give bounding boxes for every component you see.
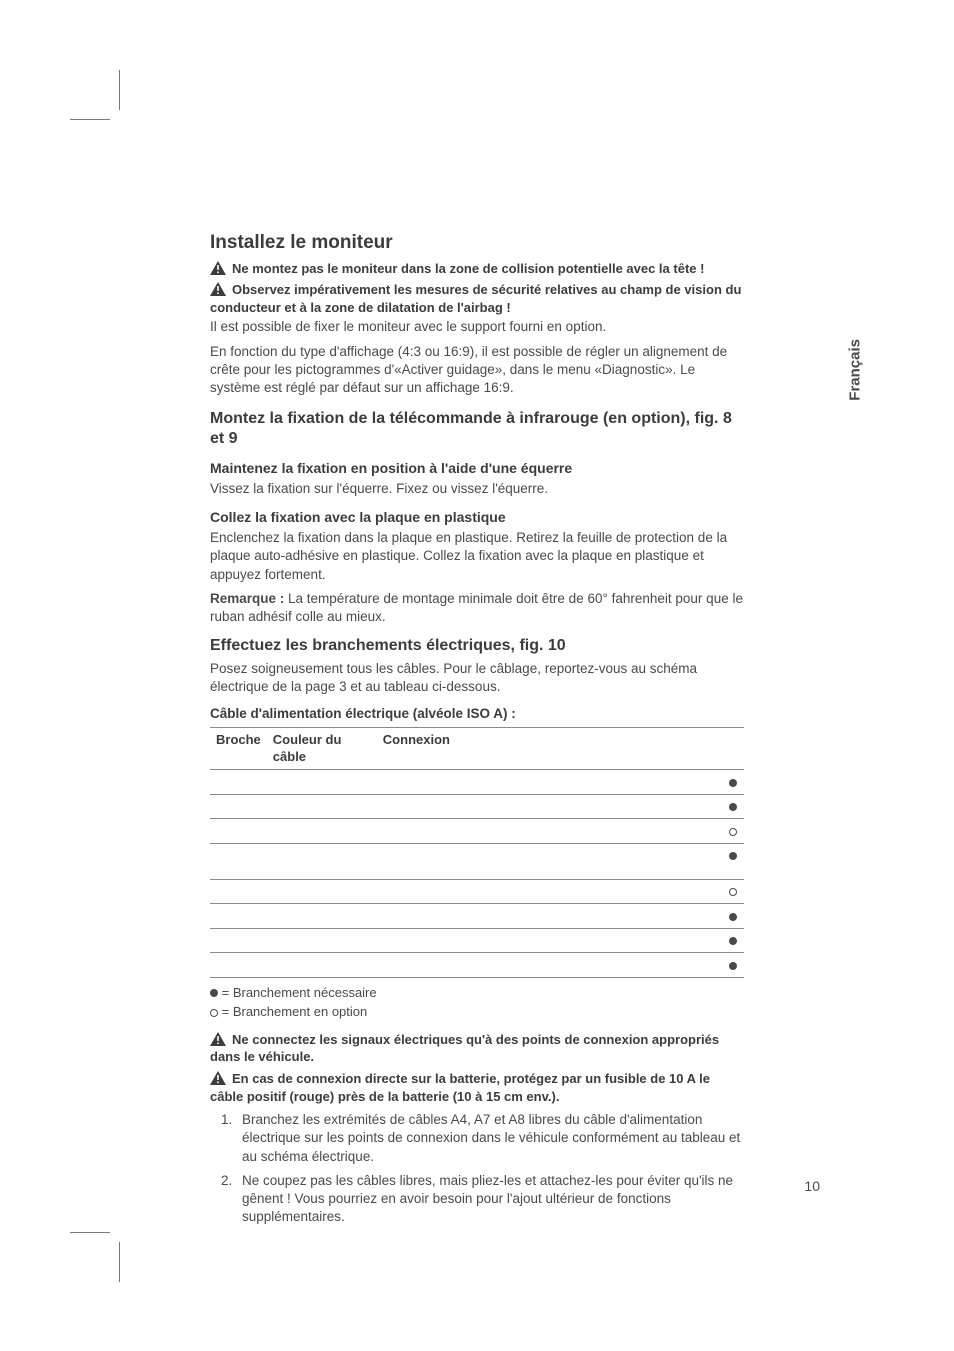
heading-install-monitor: Installez le moniteur bbox=[210, 230, 744, 256]
cable-table: Broche Couleur du câble Connexion bbox=[210, 727, 744, 978]
language-tab: Français bbox=[847, 339, 864, 401]
table-cell bbox=[210, 928, 267, 953]
table-cell bbox=[267, 819, 377, 844]
warning-icon bbox=[210, 1032, 226, 1046]
warning-text: En cas de connexion directe sur la batte… bbox=[210, 1071, 710, 1104]
page-number: 10 bbox=[804, 1178, 820, 1194]
step-item: Branchez les extrémités de câbles A4, A7… bbox=[236, 1111, 744, 1166]
table-row bbox=[210, 770, 744, 795]
table-cell bbox=[377, 794, 722, 819]
table-row bbox=[210, 843, 744, 879]
subheading-equerre: Maintenez la fixation en position à l'ai… bbox=[210, 459, 744, 478]
solid-dot-icon bbox=[729, 913, 737, 921]
table-header-row: Broche Couleur du câble Connexion bbox=[210, 727, 744, 769]
table-cell bbox=[377, 819, 722, 844]
warning-text: Ne connectez les signaux électriques qu'… bbox=[210, 1032, 719, 1065]
warning-text: Observez impérativement les mesures de s… bbox=[210, 282, 741, 315]
table-row bbox=[210, 953, 744, 978]
table-row bbox=[210, 904, 744, 929]
table-cell-mark bbox=[722, 953, 744, 978]
warning-text: Ne montez pas le moniteur dans la zone d… bbox=[232, 261, 704, 276]
legend-required: = Branchement nécessaire bbox=[210, 984, 744, 1002]
legend-optional: = Branchement en option bbox=[210, 1003, 744, 1021]
subheading-plaque: Collez la fixation avec la plaque en pla… bbox=[210, 508, 744, 527]
warning-icon bbox=[210, 282, 226, 296]
col-pin: Broche bbox=[210, 727, 267, 769]
note-text: La température de montage minimale doit … bbox=[210, 591, 743, 624]
table-cell bbox=[210, 770, 267, 795]
warning-airbag: Observez impérativement les mesures de s… bbox=[210, 281, 744, 316]
table-cell bbox=[377, 843, 722, 879]
table-cell bbox=[267, 953, 377, 978]
table-cell-mark bbox=[722, 879, 744, 904]
open-dot-icon bbox=[210, 1009, 218, 1017]
legend-text: = Branchement en option bbox=[218, 1004, 367, 1019]
warning-connection-points: Ne connectez les signaux électriques qu'… bbox=[210, 1031, 744, 1066]
table-cell bbox=[377, 879, 722, 904]
note: Remarque : La température de montage min… bbox=[210, 590, 744, 626]
table-title: Câble d'alimentation électrique (alvéole… bbox=[210, 705, 744, 723]
table-cell-mark bbox=[722, 770, 744, 795]
document-page: Français Installez le moniteur Ne montez… bbox=[0, 0, 954, 1351]
solid-dot-icon bbox=[729, 803, 737, 811]
col-mark bbox=[722, 727, 744, 769]
table-cell bbox=[377, 953, 722, 978]
warning-icon bbox=[210, 261, 226, 275]
paragraph: Posez soigneusement tous les câbles. Pou… bbox=[210, 660, 744, 696]
table-cell bbox=[377, 904, 722, 929]
open-dot-icon bbox=[729, 888, 737, 896]
table-cell bbox=[210, 953, 267, 978]
table-cell bbox=[210, 879, 267, 904]
table-cell bbox=[210, 794, 267, 819]
step-item: Ne coupez pas les câbles libres, mais pl… bbox=[236, 1172, 744, 1227]
table-cell bbox=[210, 843, 267, 879]
solid-dot-icon bbox=[729, 962, 737, 970]
table-cell bbox=[377, 928, 722, 953]
page-content: Installez le moniteur Ne montez pas le m… bbox=[210, 230, 744, 1232]
table-cell-mark bbox=[722, 843, 744, 879]
table-cell bbox=[267, 904, 377, 929]
table-row bbox=[210, 819, 744, 844]
table-cell bbox=[267, 879, 377, 904]
warning-head-collision: Ne montez pas le moniteur dans la zone d… bbox=[210, 260, 744, 278]
table-cell bbox=[267, 794, 377, 819]
table-cell bbox=[377, 770, 722, 795]
open-dot-icon bbox=[729, 828, 737, 836]
crop-mark bbox=[119, 1242, 120, 1282]
table-cell bbox=[210, 904, 267, 929]
note-label: Remarque : bbox=[210, 591, 284, 606]
solid-dot-icon bbox=[729, 937, 737, 945]
table-row bbox=[210, 794, 744, 819]
table-cell bbox=[267, 843, 377, 879]
table-cell bbox=[210, 819, 267, 844]
solid-dot-icon bbox=[210, 989, 218, 997]
solid-dot-icon bbox=[729, 779, 737, 787]
steps-list: Branchez les extrémités de câbles A4, A7… bbox=[210, 1111, 744, 1226]
table-cell-mark bbox=[722, 904, 744, 929]
table-cell-mark bbox=[722, 819, 744, 844]
col-color: Couleur du câble bbox=[267, 727, 377, 769]
table-row bbox=[210, 879, 744, 904]
table-cell-mark bbox=[722, 794, 744, 819]
solid-dot-icon bbox=[729, 852, 737, 860]
warning-icon bbox=[210, 1071, 226, 1085]
warning-fuse: En cas de connexion directe sur la batte… bbox=[210, 1070, 744, 1105]
table-row bbox=[210, 928, 744, 953]
paragraph: En fonction du type d'affichage (4:3 ou … bbox=[210, 343, 744, 398]
crop-mark bbox=[70, 1232, 110, 1233]
crop-mark bbox=[70, 119, 110, 120]
table-cell bbox=[267, 928, 377, 953]
heading-electrical: Effectuez les branchements électriques, … bbox=[210, 636, 744, 656]
table-cell-mark bbox=[722, 928, 744, 953]
legend-text: = Branchement nécessaire bbox=[218, 985, 377, 1000]
heading-remote-mount: Montez la fixation de la télécommande à … bbox=[210, 409, 744, 449]
table-cell bbox=[267, 770, 377, 795]
paragraph: Il est possible de fixer le moniteur ave… bbox=[210, 318, 744, 336]
paragraph: Vissez la fixation sur l'équerre. Fixez … bbox=[210, 480, 744, 498]
col-connection: Connexion bbox=[377, 727, 722, 769]
crop-mark bbox=[119, 70, 120, 110]
paragraph: Enclenchez la fixation dans la plaque en… bbox=[210, 529, 744, 584]
